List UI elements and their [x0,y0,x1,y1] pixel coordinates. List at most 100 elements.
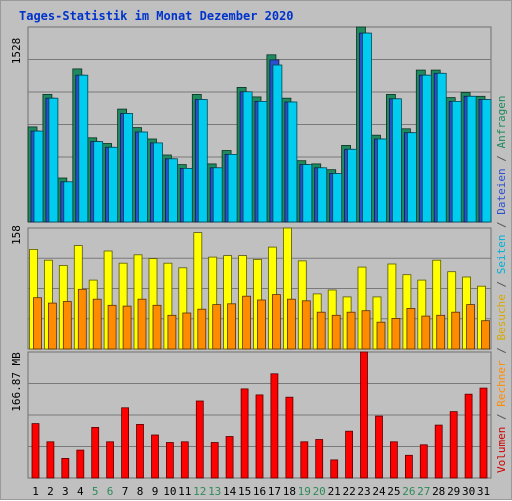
bar-volumen-day-2 [46,441,55,479]
bar-rechner-day-14 [227,303,237,350]
bar-rechner-day-18 [286,298,296,350]
right-axis-legend: Volumen / Rechner / Besuche / Seiten / D… [495,95,508,473]
x-tick-label: 17 [268,485,281,498]
bar-volumen-day-13 [210,442,219,479]
bar-rechner-day-2 [48,302,57,350]
bar-rechner-day-6 [107,304,117,350]
bar-dateien-day-13 [212,167,223,223]
bar-rechner-day-17 [271,294,281,350]
bar-volumen-day-25 [389,441,398,479]
bar-dateien-day-25 [391,98,402,223]
bar-rechner-day-19 [301,300,311,350]
bar-volumen-day-1 [31,423,40,479]
bar-volumen-day-5 [91,426,100,479]
x-tick-label: 4 [77,485,84,498]
bar-rechner-day-8 [137,298,147,350]
legend-segment: Besuche [495,294,508,347]
bar-volumen-day-7 [121,407,129,479]
legend-segment: / [495,155,508,168]
bar-rechner-day-3 [62,301,72,350]
x-tick-label: 24 [372,485,386,498]
bar-rechner-day-28 [436,314,446,350]
x-tick-label: 21 [328,485,341,498]
bar-volumen-day-15 [240,388,249,479]
bar-dateien-day-18 [287,101,298,223]
bar-rechner-day-29 [451,311,461,350]
bar-rechner-day-11 [182,312,192,350]
legend-segment: / [495,413,508,426]
bar-volumen-day-8 [136,423,144,479]
bar-rechner-day-22 [346,311,356,350]
x-tick-label: 11 [178,485,191,498]
bar-rechner-day-24 [376,321,386,350]
x-tick-label: 22 [342,485,355,498]
bar-rechner-day-30 [466,304,476,350]
x-tick-label: 25 [387,485,400,498]
bar-rechner-day-7 [122,305,132,350]
x-tick-label: 20 [313,485,326,498]
x-tick-label: 16 [253,485,266,498]
bar-dateien-day-28 [436,72,447,223]
legend-segment: Volumen [495,427,508,473]
panel-bottom [27,351,492,479]
bar-dateien-day-20 [317,167,328,223]
bottom-ymax-label: 166.87 MB [10,352,23,412]
x-tick-label: 14 [223,485,237,498]
bar-volumen-day-6 [106,441,114,479]
panel-middle [27,227,492,350]
x-tick-label: 1 [32,485,39,498]
bar-rechner-day-10 [167,314,177,350]
x-tick-label: 29 [447,485,460,498]
x-tick-label: 15 [238,485,251,498]
bar-rechner-day-15 [242,295,252,350]
bar-rechner-day-12 [197,308,207,350]
bar-dateien-day-7 [123,113,133,223]
x-tick-label: 12 [193,485,206,498]
bar-volumen-day-31 [479,387,488,479]
x-tick-label: 8 [137,485,144,498]
bar-dateien-day-15 [242,91,253,223]
bar-dateien-day-16 [257,101,268,223]
bar-rechner-day-4 [77,288,87,350]
bar-volumen-day-17 [270,373,279,479]
chart-title: Tages-Statistik im Monat Dezember 2020 [19,9,294,23]
x-tick-label: 23 [357,485,370,498]
bar-volumen-day-3 [61,457,70,479]
bar-volumen-day-14 [225,436,234,479]
bar-volumen-day-24 [375,415,383,479]
bar-dateien-day-31 [481,99,492,223]
top-ymax-label: 1528 [10,38,23,65]
bar-rechner-day-23 [361,310,371,350]
bar-dateien-day-12 [197,99,208,223]
x-tick-label: 30 [462,485,475,498]
bar-volumen-day-19 [300,441,309,479]
x-tick-label: 6 [107,485,114,498]
x-tick-label: 10 [163,485,176,498]
x-tick-label: 13 [208,485,221,498]
bar-dateien-day-26 [406,132,417,223]
bar-rechner-day-20 [316,311,326,350]
x-tick-label: 2 [47,485,54,498]
bar-rechner-day-16 [257,299,266,350]
bar-dateien-day-6 [108,146,118,223]
bar-dateien-day-17 [272,64,283,223]
legend-segment: Anfragen [495,95,508,155]
bar-dateien-day-3 [63,181,74,223]
bar-volumen-day-21 [330,459,339,479]
panel-top [27,26,492,223]
bar-volumen-day-30 [464,393,473,479]
bar-volumen-day-18 [285,396,294,479]
x-tick-label: 9 [152,485,159,498]
bar-dateien-day-14 [227,153,238,223]
bar-dateien-day-11 [182,167,193,223]
x-tick-label: 28 [432,485,445,498]
bar-dateien-day-21 [332,173,343,223]
bar-dateien-day-10 [167,158,178,223]
bar-dateien-day-8 [138,131,148,223]
bar-dateien-day-5 [93,141,104,223]
bar-dateien-day-30 [466,95,477,223]
bar-rechner-day-5 [92,298,102,350]
bar-volumen-day-27 [419,444,428,479]
